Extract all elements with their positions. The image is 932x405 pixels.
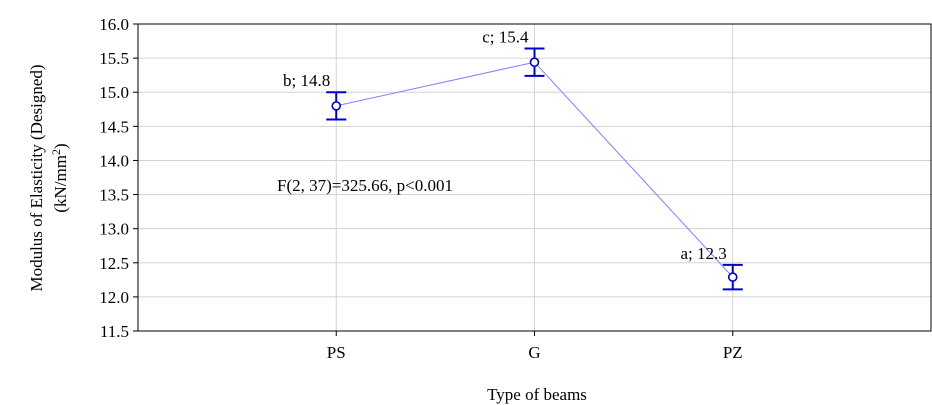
data-label: a; 12.3 [680, 244, 726, 263]
y-tick-label: 11.5 [100, 322, 129, 341]
y-tick-label: 13.5 [99, 186, 129, 205]
y-tick-label: 12.5 [99, 254, 129, 273]
x-axis-label: Type of beams [487, 385, 587, 404]
y-axis-unit-superscript: 2 [49, 149, 63, 155]
x-tick-label: G [528, 343, 540, 362]
data-point [727, 272, 738, 282]
stat-annotation: F(2, 37)=325.66, p<0.001 [277, 176, 453, 195]
x-axis-ticks: PS G PZ [327, 331, 743, 362]
y-tick-label: 13.0 [99, 220, 129, 239]
data-point [529, 57, 540, 68]
y-axis-unit-label: (kN/mm2) [49, 143, 70, 212]
y-tick-label: 14.5 [99, 117, 129, 136]
y-tick-label: 15.5 [99, 49, 129, 68]
y-axis-unit-tail: ) [51, 143, 70, 149]
y-axis-label: Modulus of Elasticity (Designed) [27, 64, 46, 291]
y-tick-label: 15.0 [99, 83, 129, 102]
data-label: b; 14.8 [283, 71, 330, 90]
grid-lines [138, 24, 931, 331]
data-point [331, 101, 342, 111]
y-tick-label: 12.0 [99, 288, 129, 307]
y-tick-label: 16.0 [99, 15, 129, 34]
data-label: c; 15.4 [482, 28, 529, 47]
series: b; 14.8 c; 15.4 a; 12.3 [283, 28, 743, 291]
y-axis-unit-base: (kN/mm [51, 155, 70, 213]
x-tick-label: PZ [723, 343, 743, 362]
y-tick-label: 14.0 [99, 151, 129, 170]
y-axis-ticks: 11.5 12.0 12.5 13.0 13.5 14.0 14.5 15.0 15.5 16.0 [99, 15, 138, 341]
x-tick-label: PS [327, 343, 346, 362]
